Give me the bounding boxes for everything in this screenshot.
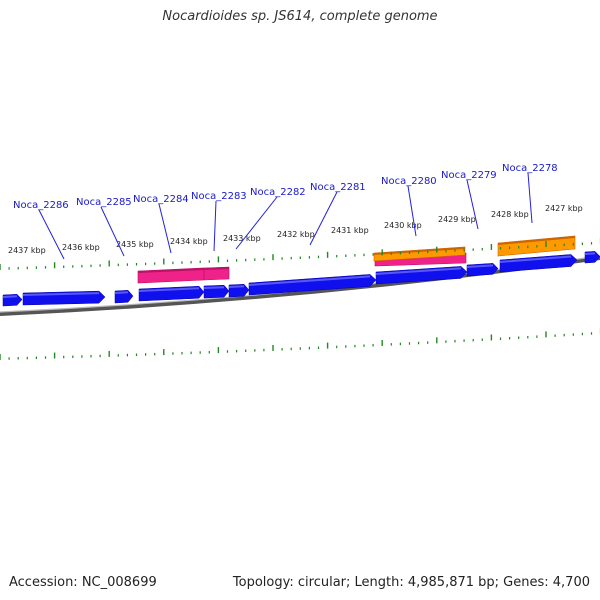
gene-arrow-highlight bbox=[139, 287, 199, 292]
feature-bar-pink-edge bbox=[204, 267, 229, 270]
gene-arrow bbox=[248, 274, 377, 296]
gene-arrow-highlight bbox=[204, 286, 224, 289]
scale-labels: 2437 kbp 2436 kbp 2435 kbp 2434 kbp 2433… bbox=[8, 204, 583, 255]
gene-label-leaders bbox=[38, 172, 533, 260]
gene-label-noca-2284[interactable]: Noca_2284 bbox=[133, 194, 189, 205]
scale-label: 2435 kbp bbox=[116, 240, 154, 249]
scale-label: 2432 kbp bbox=[277, 230, 315, 239]
feature-bar-orange-edge bbox=[498, 236, 575, 245]
gene-labels: Noca_2286 Noca_2285 Noca_2284 Noca_2283 … bbox=[13, 163, 558, 211]
gene-arrow bbox=[499, 254, 578, 273]
scale-label: 2431 kbp bbox=[331, 226, 369, 235]
gene-label-noca-2278[interactable]: Noca_2278 bbox=[502, 163, 558, 174]
genome-summary-text: Topology: circular; Length: 4,985,871 bp… bbox=[232, 575, 590, 590]
scale-label: 2436 kbp bbox=[62, 243, 100, 252]
scale-label: 2427 kbp bbox=[545, 204, 583, 213]
scale-label: 2429 kbp bbox=[438, 215, 476, 224]
gene-label-noca-2279[interactable]: Noca_2279 bbox=[441, 170, 497, 181]
scale-label: 2433 kbp bbox=[223, 234, 261, 243]
feature-bar-orange-edge bbox=[374, 247, 465, 255]
scale-ticks-lower bbox=[0, 328, 600, 360]
gene-arrows bbox=[2, 251, 600, 307]
gene-label-noca-2286[interactable]: Noca_2286 bbox=[13, 200, 69, 211]
gene-label-noca-2282[interactable]: Noca_2282 bbox=[250, 187, 306, 198]
accession-text: Accession: NC_008699 bbox=[9, 575, 157, 590]
gene-arrow-highlight bbox=[229, 285, 244, 288]
scale-label: 2434 kbp bbox=[170, 237, 208, 246]
gene-label-noca-2283[interactable]: Noca_2283 bbox=[191, 191, 247, 202]
genome-title: Nocardioides sp. JS614, complete genome bbox=[162, 9, 438, 24]
gene-arrow-highlight bbox=[376, 267, 461, 275]
gene-arrow bbox=[375, 266, 468, 285]
scale-label: 2437 kbp bbox=[8, 246, 46, 255]
scale-ticks-upper bbox=[0, 238, 600, 270]
gene-label-noca-2280[interactable]: Noca_2280 bbox=[381, 176, 437, 187]
gene-arrow-highlight bbox=[23, 292, 99, 296]
gene-arrow-highlight bbox=[249, 275, 370, 286]
feature-bar-pink-edge bbox=[138, 268, 204, 273]
scale-label: 2430 kbp bbox=[384, 221, 422, 230]
gene-arrow-highlight bbox=[467, 264, 493, 268]
gene-arrow-highlight bbox=[500, 255, 571, 263]
gene-arrow-highlight bbox=[115, 291, 128, 294]
gene-label-noca-2285[interactable]: Noca_2285 bbox=[76, 197, 132, 208]
gene-arrow-highlight bbox=[585, 252, 595, 255]
gene-label-noca-2281[interactable]: Noca_2281 bbox=[310, 182, 366, 193]
scale-label: 2428 kbp bbox=[491, 210, 529, 219]
gene-arrow-highlight bbox=[3, 295, 17, 298]
